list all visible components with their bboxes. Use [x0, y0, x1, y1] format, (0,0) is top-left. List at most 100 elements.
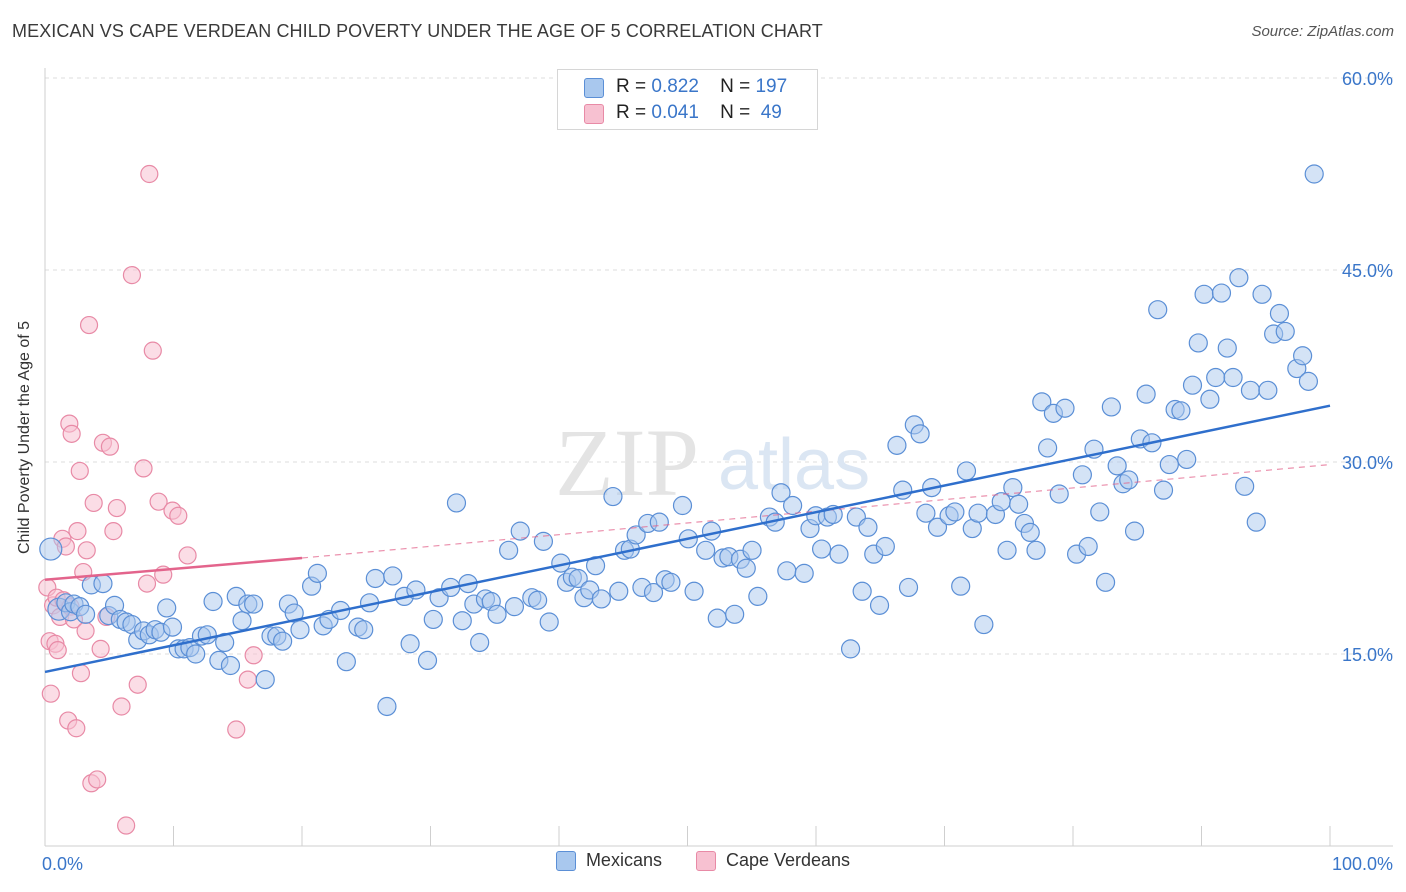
- stats-n-value: 49: [760, 102, 782, 123]
- data-point-mexicans: [968, 503, 988, 523]
- data-point-mexicans: [956, 461, 977, 481]
- data-point-cape-verdeans: [122, 266, 142, 285]
- data-point-mexicans: [1304, 164, 1324, 184]
- data-point-mexicans: [203, 591, 223, 612]
- axes: [44, 68, 1393, 847]
- data-point-mexicans: [1119, 470, 1139, 490]
- data-point-mexicans: [383, 566, 403, 586]
- data-point-mexicans: [1223, 367, 1243, 388]
- data-point-mexicans: [783, 495, 803, 516]
- stats-r-label: R =: [616, 76, 647, 97]
- data-point-mexicans: [1049, 484, 1069, 504]
- data-point-cape-verdeans: [137, 574, 157, 593]
- data-point-mexicans: [748, 586, 768, 607]
- data-point-cape-verdeans: [107, 498, 126, 518]
- mexicans-points: [39, 164, 1324, 717]
- data-point-cape-verdeans: [41, 684, 60, 703]
- data-point-mexicans: [568, 568, 588, 589]
- data-point-mexicans: [875, 536, 895, 557]
- data-point-mexicans: [1153, 480, 1174, 500]
- data-point-mexicans: [470, 632, 490, 653]
- data-point-cape-verdeans: [88, 770, 107, 789]
- data-point-mexicans: [701, 521, 722, 541]
- data-point-cape-verdeans: [117, 816, 136, 835]
- data-point-cape-verdeans: [70, 461, 89, 481]
- data-point-cape-verdeans: [71, 664, 91, 683]
- data-point-cape-verdeans: [128, 675, 147, 694]
- data-point-mexicans: [1020, 522, 1040, 543]
- data-point-mexicans: [858, 517, 878, 537]
- data-point-cape-verdeans: [238, 670, 257, 689]
- data-point-mexicans: [1032, 392, 1052, 412]
- data-point-cape-verdeans: [91, 639, 110, 658]
- data-point-mexicans: [661, 572, 681, 592]
- data-point-mexicans: [1038, 438, 1058, 458]
- data-point-mexicans: [887, 435, 907, 455]
- data-point-mexicans: [1235, 476, 1255, 496]
- y-tick-label: 60.0%: [1342, 69, 1393, 89]
- data-point-mexicans: [1217, 338, 1237, 358]
- data-point-mexicans: [771, 483, 791, 503]
- data-point-mexicans: [1124, 521, 1145, 541]
- stats-r-value: 0.822: [651, 76, 699, 97]
- data-point-mexicans: [626, 525, 646, 545]
- source-credit: Source: ZipAtlas.com: [1251, 23, 1394, 40]
- data-point-mexicans: [273, 631, 293, 651]
- data-point-mexicans: [1293, 346, 1313, 366]
- legend-item-mexicans: Mexicans: [555, 850, 662, 871]
- data-point-mexicans: [157, 598, 177, 618]
- data-point-mexicans: [672, 495, 693, 516]
- trend-lines: [44, 404, 1331, 674]
- data-point-mexicans: [1246, 512, 1266, 532]
- data-point-mexicans: [603, 486, 623, 507]
- legend-swatch-mexicans: [555, 850, 576, 871]
- data-point-mexicans: [811, 539, 832, 559]
- data-point-cape-verdeans: [68, 522, 87, 541]
- data-point-cape-verdeans: [178, 546, 197, 565]
- data-point-mexicans: [1177, 449, 1197, 470]
- watermark-atlas: atlas: [718, 425, 870, 505]
- data-point-mexicans: [1159, 454, 1179, 475]
- data-point-mexicans: [75, 604, 96, 624]
- data-point-mexicans: [1095, 572, 1116, 592]
- x-tick-label: 0.0%: [42, 854, 83, 874]
- data-point-cape-verdeans: [143, 341, 162, 360]
- data-point-cape-verdeans: [112, 697, 131, 716]
- trend-line-mexicans: [44, 404, 1331, 674]
- data-point-mexicans: [290, 620, 310, 640]
- y-tick-label: 45.0%: [1342, 261, 1393, 281]
- data-point-mexicans: [377, 696, 397, 717]
- legend-item-cape-verdeans: Cape Verdeans: [695, 850, 851, 871]
- data-point-mexicans: [162, 617, 183, 637]
- data-point-mexicans: [852, 581, 872, 601]
- data-point-mexicans: [365, 568, 385, 589]
- data-point-mexicans: [1182, 375, 1203, 395]
- data-point-cape-verdeans: [149, 492, 168, 511]
- data-point-mexicans: [539, 612, 559, 632]
- data-point-mexicans: [452, 611, 472, 631]
- data-point-mexicans: [1252, 284, 1272, 304]
- data-point-mexicans: [1107, 456, 1127, 476]
- data-point-mexicans: [1229, 268, 1249, 288]
- y-tick-label: 15.0%: [1342, 645, 1393, 665]
- legend-swatch-cape-verdeans: [695, 850, 716, 871]
- data-point-mexicans: [649, 512, 669, 532]
- stats-n-value: 197: [755, 76, 788, 97]
- data-point-mexicans: [945, 502, 965, 522]
- legend-label-cape-verdeans: Cape Verdeans: [725, 850, 851, 870]
- data-point-mexicans: [1188, 333, 1208, 353]
- data-point-mexicans: [220, 655, 241, 676]
- cape-verdeans-points: [38, 164, 263, 835]
- data-point-mexicans: [1090, 502, 1110, 522]
- data-point-mexicans: [974, 614, 994, 635]
- data-point-mexicans: [528, 590, 548, 610]
- data-point-mexicans: [742, 540, 762, 560]
- data-point-mexicans: [446, 493, 467, 513]
- data-point-cape-verdeans: [169, 506, 188, 525]
- x-tick-label: 100.0%: [1332, 854, 1393, 874]
- trend-line-cape-verdeans: [44, 556, 303, 582]
- data-point-mexicans: [1240, 380, 1261, 400]
- data-point-cape-verdeans: [140, 164, 159, 184]
- data-point-mexicans: [927, 517, 948, 537]
- stats-r-label: R =: [616, 102, 647, 123]
